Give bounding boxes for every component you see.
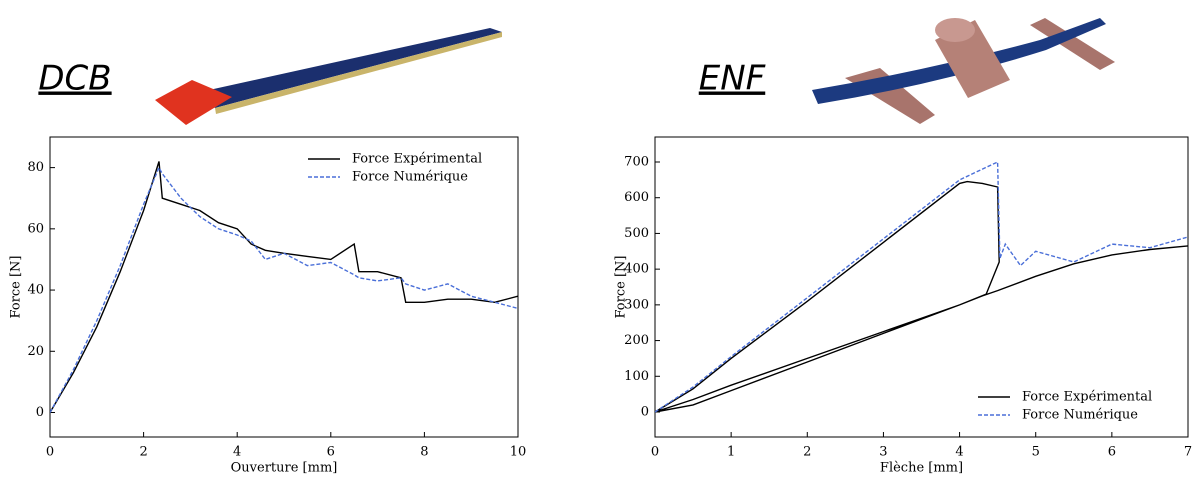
legend-label: Force Expérimental [1022, 390, 1152, 405]
beam-edge [215, 32, 502, 114]
y-tick-label: 600 [624, 190, 649, 205]
enf-illustration [812, 18, 1115, 124]
y-tick-label: 80 [27, 160, 44, 175]
x-tick-label: 6 [1108, 445, 1116, 460]
cylinder-end [935, 18, 975, 42]
y-tick-label: 400 [624, 262, 649, 277]
y-tick-label: 20 [27, 344, 44, 359]
x-tick-label: 0 [651, 445, 659, 460]
y-tick-label: 200 [624, 333, 649, 348]
y-tick-label: 100 [624, 369, 649, 384]
x-tick-label: 2 [803, 445, 811, 460]
x-tick-label: 4 [233, 445, 241, 460]
y-tick-label: 500 [624, 226, 649, 241]
y-axis-label: Force [N] [614, 256, 629, 319]
x-axis-label: Ouverture [mm] [231, 461, 338, 476]
x-tick-label: 7 [1184, 445, 1192, 460]
series-line [655, 180, 1188, 413]
plot-frame [654, 136, 1189, 438]
x-tick-label: 8 [420, 445, 428, 460]
y-tick-label: 0 [641, 405, 649, 420]
x-tick-label: 0 [46, 445, 54, 460]
x-tick-label: 4 [955, 445, 963, 460]
x-tick-label: 10 [510, 445, 527, 460]
y-tick-label: 700 [624, 155, 649, 170]
y-axis-label: Force [N] [9, 256, 24, 319]
x-axis-label: Flèche [mm] [880, 461, 963, 476]
legend-label: Force Numérique [1022, 408, 1138, 423]
x-tick-label: 1 [727, 445, 735, 460]
y-tick-label: 60 [27, 221, 44, 236]
x-tick-label: 2 [139, 445, 147, 460]
x-tick-label: 5 [1032, 445, 1040, 460]
legend-label: Force Numérique [352, 170, 468, 185]
x-tick-label: 3 [879, 445, 887, 460]
y-tick-label: 0 [36, 405, 44, 420]
series-line [50, 165, 518, 413]
dcb-illustration [155, 28, 502, 125]
plot-frame [49, 136, 519, 438]
panel-title: ENF [699, 59, 766, 99]
crack-opening [155, 80, 232, 125]
series-line [655, 160, 1188, 413]
y-tick-label: 300 [624, 297, 649, 312]
roller [1030, 18, 1115, 70]
panel-title: DCB [38, 59, 111, 99]
series-line [50, 161, 518, 413]
y-tick-label: 40 [27, 283, 44, 298]
beam [200, 28, 502, 108]
x-tick-label: 6 [327, 445, 335, 460]
legend-label: Force Expérimental [352, 152, 482, 167]
